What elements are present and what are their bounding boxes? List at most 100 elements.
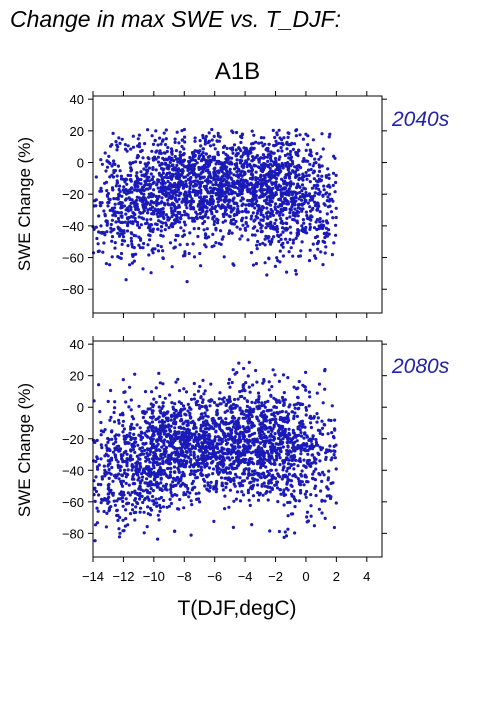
data-point: [155, 149, 159, 153]
data-point: [138, 461, 142, 466]
data-point: [291, 182, 295, 186]
data-point: [160, 445, 164, 449]
data-point: [271, 213, 275, 217]
data-point: [211, 202, 215, 206]
data-point: [97, 463, 101, 467]
data-point: [145, 451, 149, 455]
data-point: [117, 472, 121, 476]
data-point: [249, 251, 254, 255]
data-point: [304, 198, 308, 203]
data-point: [235, 130, 239, 135]
data-point: [311, 434, 315, 438]
data-point: [212, 134, 216, 138]
data-point: [172, 432, 176, 436]
data-point: [221, 235, 225, 239]
data-point: [314, 256, 318, 260]
data-point: [110, 465, 114, 470]
data-point: [151, 434, 155, 438]
data-point: [173, 154, 177, 159]
data-point: [215, 413, 219, 417]
data-point: [255, 199, 259, 203]
data-point: [225, 158, 229, 162]
data-point: [305, 231, 309, 235]
data-point: [141, 415, 145, 420]
data-point: [135, 460, 140, 464]
data-point: [257, 195, 262, 199]
data-point: [169, 470, 173, 474]
data-point: [264, 179, 268, 183]
data-point: [123, 143, 127, 147]
data-point: [250, 214, 254, 218]
data-point: [287, 466, 292, 470]
data-point: [133, 450, 137, 454]
data-point: [151, 194, 155, 198]
data-point: [237, 147, 242, 151]
data-point: [204, 152, 208, 156]
data-point: [276, 149, 280, 153]
data-point: [308, 205, 312, 209]
data-point: [178, 462, 182, 466]
data-point: [163, 438, 167, 442]
data-point: [198, 184, 202, 188]
data-point: [266, 469, 270, 474]
data-point: [184, 179, 188, 183]
data-point: [176, 173, 180, 177]
data-point: [106, 464, 110, 468]
data-point: [232, 437, 237, 441]
data-point: [96, 509, 100, 513]
data-point: [209, 382, 213, 386]
data-point: [172, 459, 176, 463]
data-point: [270, 181, 274, 185]
data-point: [168, 443, 172, 448]
data-point: [291, 512, 295, 516]
data-point: [93, 499, 97, 503]
data-point: [173, 446, 177, 451]
data-point: [214, 451, 218, 455]
data-point: [144, 222, 148, 226]
data-point: [148, 203, 152, 207]
data-point: [241, 437, 246, 441]
data-point: [131, 161, 135, 165]
data-point: [259, 436, 263, 440]
data-point: [157, 468, 161, 472]
data-point: [201, 400, 205, 404]
data-point: [193, 189, 197, 193]
data-point: [216, 153, 220, 157]
data-point: [303, 492, 307, 496]
data-point: [292, 431, 296, 435]
data-point: [284, 164, 288, 168]
data-point: [151, 156, 155, 160]
data-point: [252, 133, 256, 137]
data-point: [251, 263, 256, 267]
data-point: [258, 491, 262, 495]
data-point: [129, 205, 133, 209]
data-point: [189, 397, 194, 401]
data-point: [145, 525, 149, 529]
data-point: [118, 531, 122, 535]
data-point: [299, 166, 303, 170]
data-point: [171, 163, 175, 167]
data-point: [96, 242, 100, 246]
data-point: [203, 451, 207, 455]
data-point: [206, 483, 210, 487]
data-point: [126, 244, 130, 248]
data-point: [327, 173, 331, 177]
data-point: [110, 458, 114, 462]
data-point: [134, 160, 138, 164]
data-point: [232, 173, 236, 177]
data-point: [130, 261, 134, 265]
data-point: [181, 169, 185, 173]
data-point: [332, 444, 336, 448]
data-point: [260, 422, 264, 426]
data-point: [273, 476, 278, 480]
data-point: [321, 193, 325, 197]
data-point: [184, 182, 188, 186]
data-point: [243, 209, 247, 213]
data-point: [129, 147, 133, 151]
data-point: [244, 228, 248, 232]
data-point: [287, 472, 291, 476]
data-point: [268, 458, 272, 462]
data-point: [158, 409, 163, 413]
data-point: [134, 234, 138, 238]
data-point: [219, 442, 223, 446]
